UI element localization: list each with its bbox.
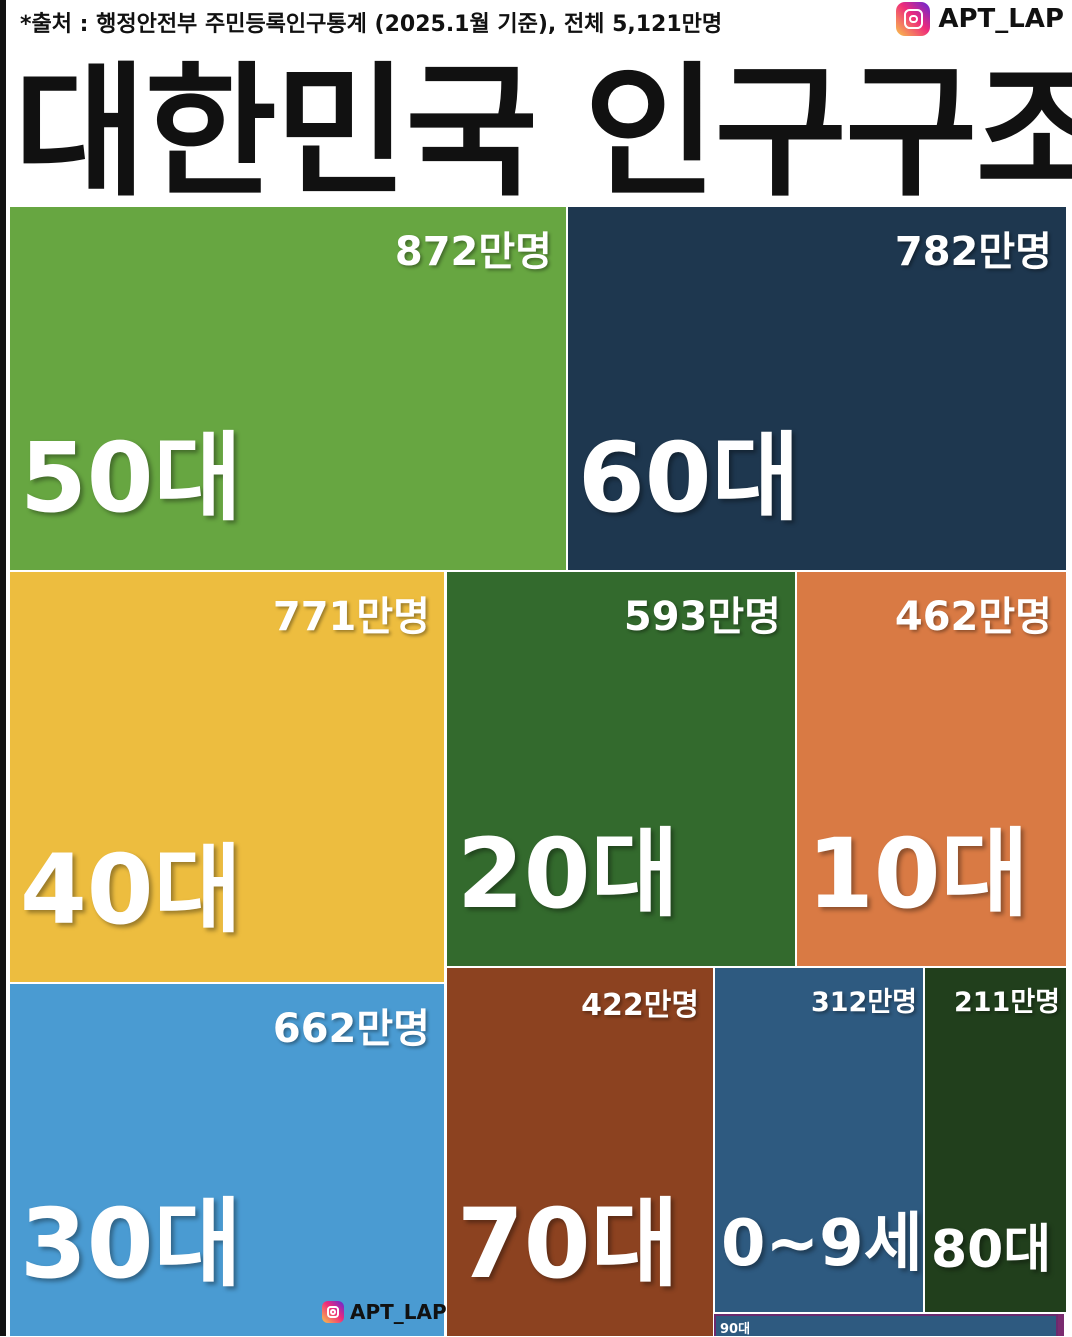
tile-70s-age: 70대 (457, 1188, 679, 1300)
tile-50s: 872만명 50대 (10, 207, 566, 570)
tile-80s-population: 211만명 (953, 987, 1060, 1018)
tile-40s: 771만명 40대 (10, 572, 444, 982)
brand-bottom-label: APT_LAP (350, 1300, 447, 1324)
tile-60s-age: 60대 (578, 422, 800, 534)
tile-60s-population: 782만명 (894, 229, 1052, 275)
brand-bottom[interactable]: APT_LAP (322, 1300, 447, 1324)
tile-60s: 782만명 60대 (568, 207, 1066, 570)
brand-top-label: APT_LAP (938, 4, 1064, 34)
instagram-icon (896, 2, 931, 36)
tile-90s-age: 90대 (720, 1322, 751, 1337)
tile-10s-population: 462만명 (894, 594, 1052, 640)
tile-20s: 593만명 20대 (447, 572, 795, 966)
source-note: *출처 : 행정안전부 주민등록인구통계 (2025.1월 기준), 전체 5,… (20, 12, 723, 37)
tile-20s-population: 593만명 (623, 594, 781, 640)
tile-70s: 422만명 70대 (447, 968, 713, 1336)
brand-top[interactable]: APT_LAP (896, 2, 1064, 36)
instagram-icon (322, 1301, 344, 1323)
tile-20s-age: 20대 (457, 818, 679, 930)
tile-30s-age: 30대 (20, 1188, 242, 1300)
tile-40s-age: 40대 (20, 834, 242, 946)
chart-title: 대한민국 인구구조 (14, 48, 1072, 216)
tile-10s: 462만명 10대 (797, 572, 1066, 966)
tile-0-9-age: 0~9세 (721, 1207, 923, 1281)
tile-50s-age: 50대 (20, 422, 242, 534)
tile-50s-population: 872만명 (394, 229, 552, 275)
tile-30s-population: 662만명 (272, 1006, 430, 1052)
tile-0-9: 312만명 0~9세 (715, 968, 923, 1312)
tile-70s-population: 422만명 (581, 988, 699, 1023)
tile-90s: 90대 (714, 1314, 1058, 1337)
tile-40s-population: 771만명 (272, 594, 430, 640)
tile-80s-age: 80대 (931, 1220, 1052, 1280)
tile-80s: 211만명 80대 (925, 968, 1066, 1312)
tile-0-9-population: 312만명 (810, 987, 917, 1018)
left-border (0, 0, 6, 1336)
tile-30s: 662만명 30대 (10, 984, 444, 1336)
tile-100s (1058, 1314, 1064, 1336)
tile-10s-age: 10대 (807, 818, 1029, 930)
